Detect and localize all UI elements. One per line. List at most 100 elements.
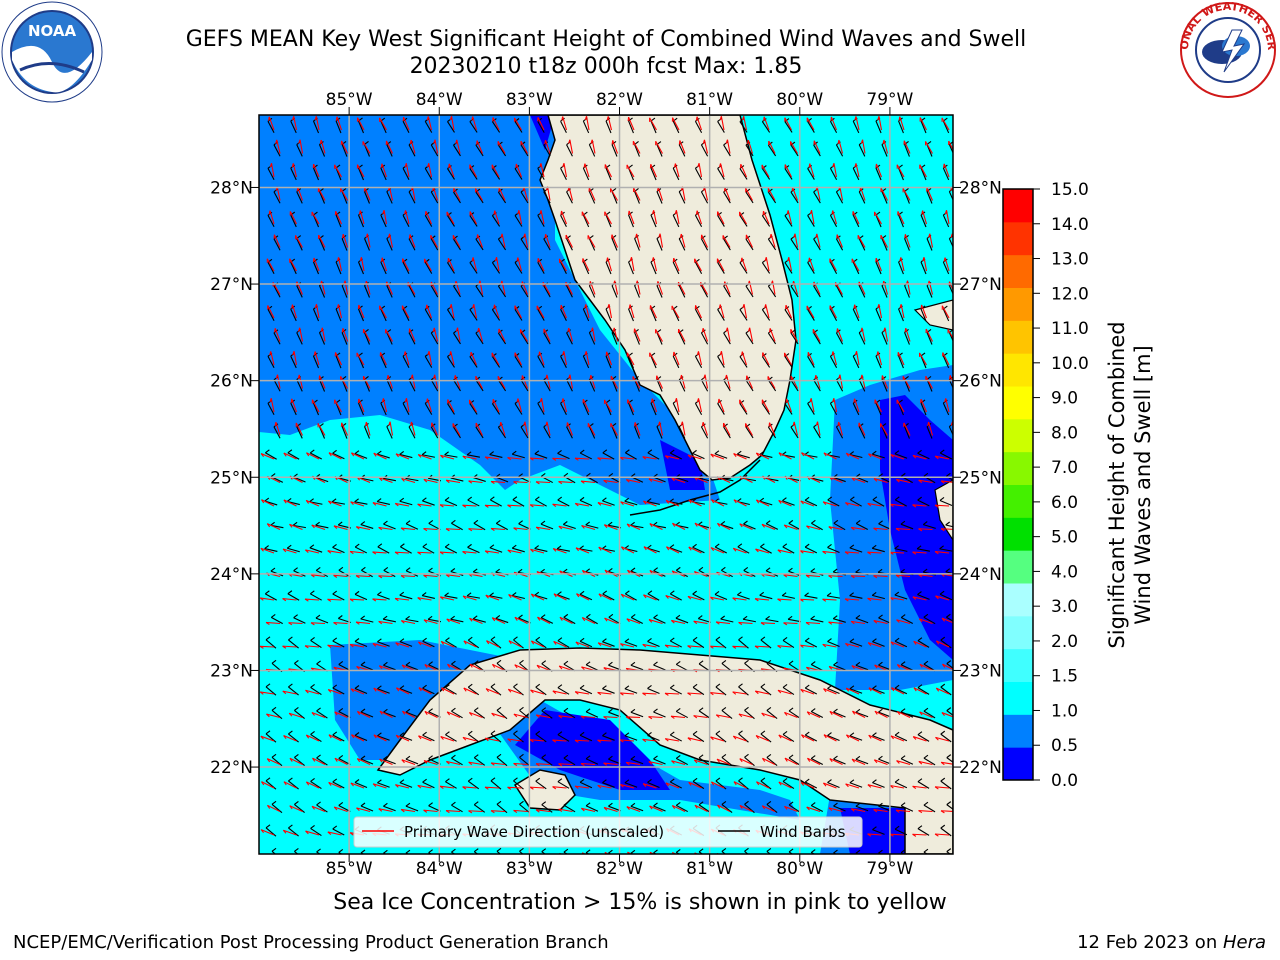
wave-arrow-head <box>544 234 547 239</box>
wind-barb-flag <box>331 498 337 503</box>
wind-barb <box>827 641 840 647</box>
wave-arrow-head <box>373 452 377 457</box>
wave-arrow-head <box>513 481 518 485</box>
wave-arrow-head <box>378 665 383 670</box>
wind-barb-flag <box>653 614 658 619</box>
wind-barb <box>917 781 930 789</box>
wave-arrow <box>665 595 680 601</box>
wave-arrow-head <box>934 455 939 460</box>
lat-tick-label: 26°N <box>210 372 253 392</box>
wind-barb-flag <box>316 801 321 806</box>
wave-arrow-head <box>484 550 489 554</box>
wave-arrow-head <box>710 453 714 458</box>
wave-arrow-head <box>574 502 579 507</box>
wind-barb <box>332 734 345 742</box>
wave-arrow <box>743 304 748 319</box>
wind-barb <box>745 332 754 345</box>
wind-barb <box>402 167 410 181</box>
wave-arrow <box>507 504 522 507</box>
wave-arrow-head <box>873 620 878 624</box>
wave-arrow <box>282 548 297 554</box>
wave-arrow-head <box>718 304 721 309</box>
wind-barb-flag <box>900 802 906 807</box>
wave-arrow-head <box>845 452 850 457</box>
wind-barb-flag <box>850 496 855 501</box>
wind-barb-flag <box>271 847 277 852</box>
wind-barb-flag <box>518 614 523 619</box>
wind-barb-flag <box>472 568 478 573</box>
wind-barb-flag <box>738 730 743 735</box>
wind-barb <box>835 426 844 439</box>
wave-arrow <box>896 809 911 813</box>
wave-arrow <box>270 351 275 366</box>
wind-barb-flag <box>605 117 611 122</box>
wave-arrow <box>603 762 618 766</box>
wind-barb-flag <box>669 778 675 783</box>
wave-arrow <box>447 257 455 272</box>
wind-barb-flag <box>715 730 721 735</box>
wave-arrow-head <box>725 139 728 144</box>
wave-arrow-head <box>269 398 272 403</box>
wind-barb-flag <box>585 661 591 666</box>
wind-barb <box>650 120 657 134</box>
noaa-logo-text: NOAA <box>28 22 77 40</box>
wave-arrow <box>856 351 860 366</box>
wave-arrow <box>862 139 866 154</box>
wind-barb <box>810 711 824 718</box>
wind-barb <box>602 452 615 460</box>
wind-barb <box>766 851 771 854</box>
wave-arrow-head <box>711 499 715 504</box>
wave-arrow <box>648 478 663 484</box>
wind-barb-flag <box>294 754 299 758</box>
wind-barb <box>451 757 463 766</box>
wave-arrow-head <box>445 810 450 814</box>
wave-arrow-head <box>513 762 518 767</box>
wind-barb <box>721 851 726 854</box>
wind-barb-flag <box>698 848 704 853</box>
wind-barb <box>383 805 396 812</box>
wind-barb <box>585 524 599 529</box>
wave-arrow <box>267 305 275 319</box>
wave-arrow <box>665 455 680 460</box>
wave-arrow <box>453 187 461 201</box>
wave-arrow <box>305 645 320 648</box>
wind-barb <box>537 309 545 321</box>
wind-barb-flag <box>900 568 905 573</box>
wind-barb <box>318 144 326 157</box>
wave-arrow-head <box>850 620 855 625</box>
wave-arrow-head <box>423 619 428 623</box>
wind-barb <box>833 711 846 718</box>
wind-barb <box>698 618 711 623</box>
wave-arrow <box>597 457 612 460</box>
wind-barb <box>519 756 530 767</box>
wind-barb <box>946 616 953 622</box>
wave-arrow <box>603 716 618 719</box>
wave-arrow <box>389 233 394 248</box>
wave-arrow <box>350 643 365 648</box>
wave-arrow-head <box>670 620 675 624</box>
wave-arrow-head <box>823 688 827 693</box>
wave-arrow <box>265 621 281 625</box>
wind-barb <box>678 332 686 345</box>
wind-barb-flag <box>310 590 315 595</box>
wind-barb-flag <box>405 661 411 666</box>
wind-barb-flag <box>608 708 613 713</box>
wind-barb-flag <box>745 423 751 428</box>
wave-arrow <box>852 211 860 225</box>
wave-arrow <box>491 856 505 859</box>
wind-barb <box>855 664 869 671</box>
wind-barb <box>810 664 824 671</box>
wind-barb-flag <box>428 567 433 572</box>
wave-arrow <box>403 116 410 131</box>
wave-arrow-head <box>553 641 557 645</box>
wind-barb <box>647 781 660 789</box>
wind-barb <box>310 593 322 601</box>
wind-barb-flag <box>946 660 952 665</box>
wave-arrow-head <box>805 574 810 578</box>
wind-barb <box>290 120 297 134</box>
wind-barb-flag <box>288 730 293 735</box>
wave-arrow <box>788 257 793 272</box>
wave-arrow <box>336 116 343 131</box>
wave-arrow <box>694 759 708 766</box>
wind-barb <box>451 522 463 531</box>
